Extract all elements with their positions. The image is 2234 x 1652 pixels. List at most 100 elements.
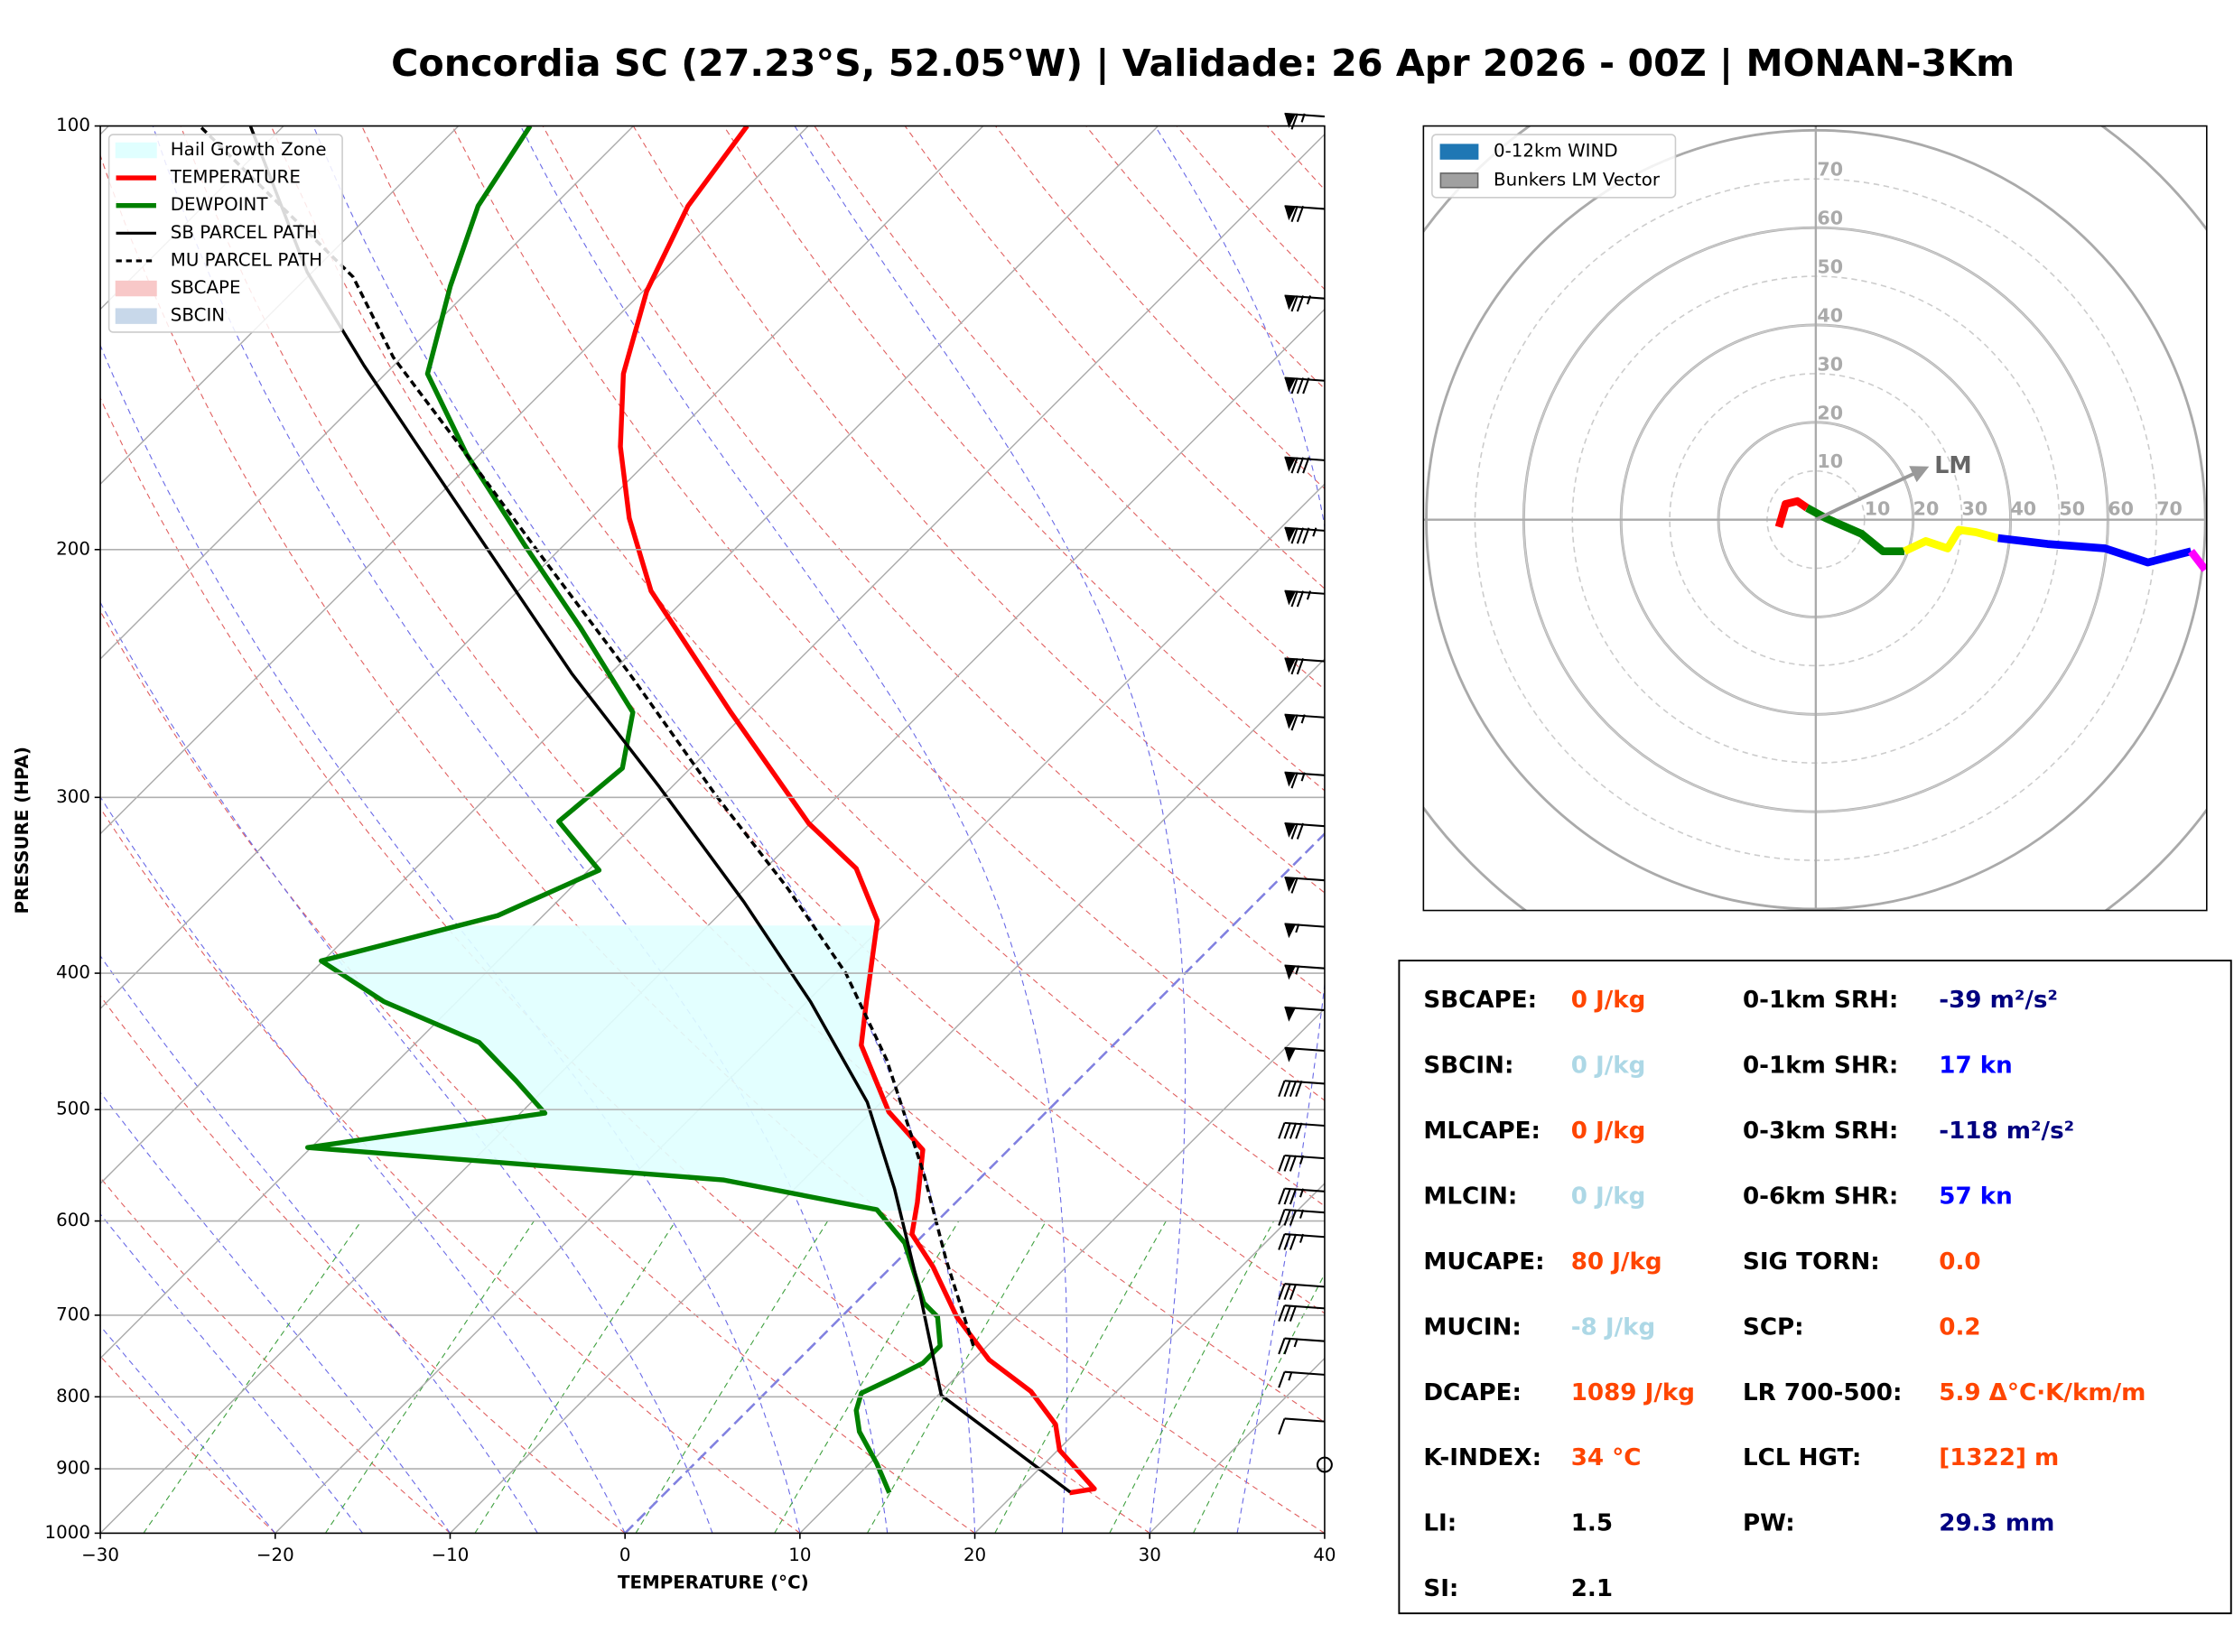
- wind-barb: [1284, 526, 1326, 544]
- isotherm: [100, 125, 1159, 1185]
- barb-half: [1299, 1188, 1305, 1198]
- barb-full: [1283, 1080, 1291, 1098]
- ring-label-y: 60: [1817, 208, 1843, 229]
- indices-panel: SBCAPE: 0 J/kg SBCIN: 0 J/kg MLCAPE: 0 J/kg ML…: [1398, 960, 2232, 1615]
- wind-barb: [1278, 1417, 1326, 1435]
- hodograph-line: [1903, 525, 1999, 555]
- ring-label-x: 60: [2108, 498, 2134, 520]
- legend-label: MU PARCEL PATH: [171, 249, 322, 270]
- wind-barb: [1278, 1370, 1326, 1388]
- wind-barb: [1278, 1233, 1326, 1250]
- barb-pennant: [1284, 823, 1297, 838]
- barb-pennant: [1284, 1047, 1297, 1063]
- major-ring: [1232, 0, 2234, 1104]
- index-value: 1089 J/kg: [1571, 1379, 1695, 1406]
- dry-adiabat: [100, 995, 626, 1534]
- x-tick-label: −30: [81, 1545, 119, 1565]
- barb-full: [1290, 377, 1299, 394]
- barb-pennant: [1284, 206, 1297, 221]
- barb-full: [1290, 822, 1299, 840]
- index-value: 2.1: [1571, 1575, 1613, 1602]
- barb-half: [1300, 714, 1306, 724]
- barb-full: [1290, 590, 1299, 608]
- barb-staff: [1284, 1337, 1326, 1342]
- barb-full: [1278, 1283, 1286, 1300]
- ring-label-y: 30: [1817, 353, 1843, 375]
- x-axis-label: TEMPERATURE (°C): [618, 1572, 809, 1592]
- wind-barb: [1278, 1337, 1326, 1355]
- barb-half: [1306, 590, 1312, 600]
- barb-pennant: [1284, 714, 1297, 729]
- wind-barb: [1284, 294, 1326, 312]
- mixing-ratio-line: [635, 1220, 829, 1534]
- mixing-ratio-line: [143, 1220, 362, 1534]
- index-label: SCP:: [1743, 1313, 1804, 1341]
- barb-full: [1302, 527, 1310, 544]
- y-tick-label: 200: [56, 538, 90, 559]
- moist-adiabat: [100, 601, 713, 1534]
- index-value: 0.0: [1939, 1248, 1980, 1276]
- index-label: SBCAPE:: [1423, 987, 1537, 1014]
- barb-pennant: [1284, 377, 1297, 393]
- barb-full: [1295, 1122, 1303, 1139]
- barb-pennant: [1284, 877, 1297, 892]
- barb-pennant: [1284, 457, 1297, 472]
- barb-full: [1290, 205, 1299, 223]
- dry-adiabat: [814, 125, 1325, 691]
- barb-pennant: [1284, 772, 1297, 787]
- profile-line: [305, 125, 943, 1494]
- y-tick-label: 1000: [45, 1522, 90, 1543]
- index-value: 34 °C: [1571, 1444, 1642, 1471]
- wind-barb: [1316, 1456, 1333, 1473]
- index-value: 0 J/kg: [1571, 1052, 1646, 1079]
- barb-pennant: [1284, 1007, 1297, 1022]
- barb-staff: [1284, 1080, 1326, 1085]
- mixing-ratio-line: [324, 1220, 535, 1534]
- lm-vector: [1815, 466, 1930, 522]
- barb-full: [1296, 457, 1305, 474]
- hodograph-axes: 0-12km WIND Bunkers LM Vector: [1422, 125, 2208, 912]
- barb-full: [1296, 527, 1305, 544]
- wind-barb: [1278, 1187, 1326, 1205]
- hodograph-line: [1997, 534, 2192, 567]
- x-tick-label: 40: [1313, 1545, 1336, 1565]
- barb-full: [1290, 295, 1299, 312]
- wind-barb: [1278, 1209, 1326, 1226]
- moist-adiabat: [520, 125, 1068, 1534]
- barb-full: [1296, 822, 1305, 840]
- barb-pennant: [1284, 113, 1297, 128]
- barb-half: [1295, 923, 1300, 933]
- index-value: 0.2: [1939, 1313, 1980, 1341]
- legend-box: [107, 134, 343, 333]
- chart-title: Concordia SC (27.23°S, 52.05°W) | Valida…: [391, 42, 2015, 86]
- x-tick-label: 30: [1139, 1545, 1161, 1565]
- legend-swatch: [115, 280, 157, 297]
- dry-adiabat: [723, 125, 1325, 792]
- wind-barb: [1284, 1006, 1326, 1022]
- index-label: 0-1km SHR:: [1743, 1052, 1898, 1079]
- barb-full: [1278, 1233, 1286, 1250]
- moist-adiabat: [794, 125, 1187, 1534]
- mixing-ratio-line: [474, 1220, 676, 1534]
- barb-full: [1296, 590, 1305, 608]
- wind-barb: [1278, 1283, 1326, 1300]
- barb-half: [1312, 527, 1317, 537]
- index-value: 0 J/kg: [1571, 987, 1646, 1014]
- index-label: LI:: [1423, 1510, 1457, 1537]
- index-label: LCL HGT:: [1743, 1444, 1861, 1471]
- hodograph-line: [1774, 497, 1810, 528]
- index-label: PW:: [1743, 1510, 1795, 1537]
- zero-isotherm: [624, 831, 1325, 1534]
- barb-full: [1278, 1418, 1286, 1435]
- barb-full: [1283, 1304, 1291, 1322]
- barb-staff: [1284, 1304, 1326, 1310]
- ring-label-x: 40: [2010, 498, 2036, 520]
- wind-barb: [1284, 923, 1326, 939]
- isotherm: [449, 657, 1325, 1534]
- barb-full: [1289, 1122, 1298, 1139]
- profile-line: [618, 125, 1097, 1496]
- barb-full: [1283, 1338, 1291, 1355]
- wind-barb: [1284, 376, 1326, 394]
- isotherm: [100, 133, 1325, 1360]
- isotherm: [799, 1007, 1325, 1534]
